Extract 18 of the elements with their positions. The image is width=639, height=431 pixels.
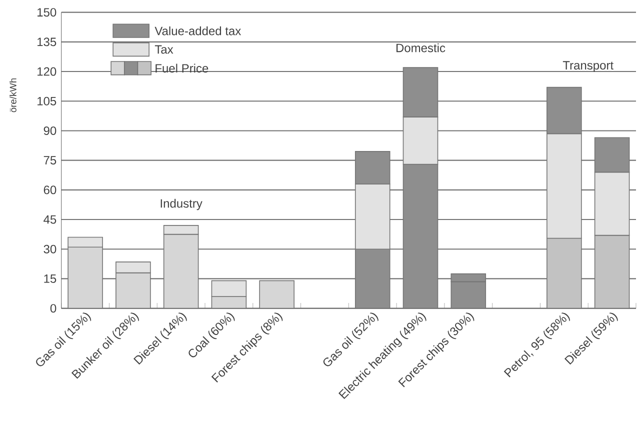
y-tick-label: 45: [44, 215, 56, 224]
legend-label: Tax: [154, 45, 174, 54]
y-tick-label: 90: [44, 126, 56, 135]
y-tick-label: 60: [44, 186, 56, 194]
annotation: Industry: [160, 198, 202, 210]
y-tick-label: 135: [38, 38, 56, 46]
annotation: Transport: [562, 61, 614, 72]
y-tick-label: 105: [38, 96, 56, 106]
annotation: Domestic: [396, 43, 446, 52]
y-axis-title: öre/kWh: [10, 78, 16, 112]
legend-label: Value-added tax: [154, 26, 242, 36]
y-tick-label: 30: [44, 244, 56, 254]
y-tick-label: 150: [38, 8, 56, 17]
legend-label: Fuel Price: [156, 64, 208, 73]
y-tick-label: 75: [44, 156, 56, 165]
y-tick-label: 0: [50, 304, 56, 313]
y-tick-label: 15: [44, 274, 56, 283]
y-tick-label: 120: [38, 67, 56, 76]
